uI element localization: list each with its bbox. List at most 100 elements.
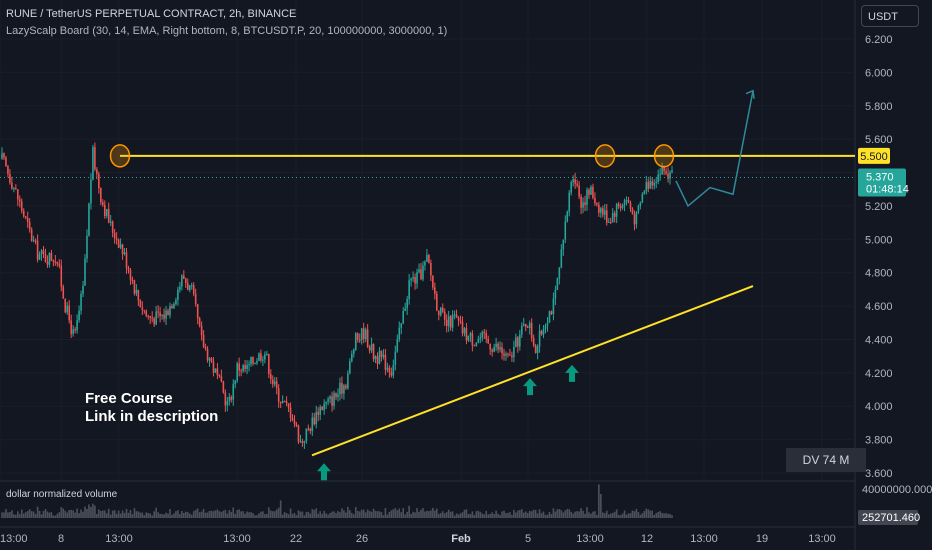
volume-bar (362, 509, 365, 518)
volume-bar (615, 509, 618, 518)
volume-bar (147, 513, 150, 518)
candle-body (647, 182, 650, 189)
volume-bar (406, 511, 408, 518)
candle-body (266, 354, 268, 356)
candle-body (669, 172, 671, 179)
candle-body (15, 188, 17, 190)
volume-bar (469, 513, 472, 518)
candle-body (68, 305, 70, 321)
last-price-tag (858, 168, 906, 197)
volume-bar (459, 513, 462, 518)
volume-bar (633, 511, 636, 518)
candle-body (420, 269, 422, 280)
x-tick-label: 13:00 (0, 533, 28, 545)
candle-body (113, 232, 116, 239)
volume-bar (511, 514, 513, 518)
candle-body (220, 376, 223, 382)
candle-body (351, 353, 353, 362)
volume-bar (503, 510, 505, 518)
candle-body (503, 353, 505, 356)
candle-body (238, 363, 240, 371)
volume-bar (392, 509, 395, 518)
volume-bar (15, 514, 17, 518)
candle-body (499, 347, 501, 350)
volume-bar (181, 510, 183, 518)
volume-pane-title: dollar normalized volume (6, 489, 118, 500)
volume-bar (311, 509, 314, 518)
volume-bar (463, 509, 466, 518)
volume-bar (13, 514, 15, 518)
candle-body (311, 417, 314, 432)
volume-bar (64, 510, 67, 518)
candle-body (210, 358, 213, 362)
volume-bar (84, 506, 86, 518)
volume-bar (519, 510, 521, 518)
candle-body (481, 331, 484, 338)
volume-bar (372, 508, 375, 518)
candle-body (291, 417, 294, 421)
candle-body (18, 199, 21, 202)
candle-body (432, 275, 434, 288)
candle-body (491, 349, 493, 352)
volume-bar (24, 512, 27, 518)
x-tick-label: 26 (356, 533, 368, 545)
candle-body (297, 425, 300, 442)
volume-bar (665, 513, 667, 518)
candle-body (619, 206, 622, 208)
candle-body (434, 287, 436, 294)
volume-bar (66, 512, 69, 518)
volume-bar (133, 508, 136, 518)
resistance-touch-circle (109, 144, 131, 168)
volume-bar (534, 509, 537, 518)
volume-bar (72, 510, 74, 518)
volume-bar (90, 506, 92, 518)
y-tick-label: 3.600 (865, 468, 893, 480)
candle-body (76, 320, 78, 331)
volume-bar (17, 511, 19, 518)
x-tick-label: 8 (58, 533, 64, 545)
candle-body (600, 208, 602, 213)
volume-bar (34, 514, 37, 518)
candle-body (406, 299, 408, 309)
candle-body (645, 182, 648, 192)
candle-body (671, 170, 673, 173)
candle-body (84, 258, 86, 286)
indicator-label[interactable]: LazyScalp Board (30, 14, EMA, Right bott… (6, 25, 448, 37)
candle-body (536, 346, 539, 353)
x-tick-label: 13:00 (223, 533, 251, 545)
projection-path (675, 90, 754, 208)
candle-body (520, 325, 523, 335)
annotation-line-1: Free Course (85, 390, 173, 407)
candle-body (447, 316, 450, 327)
volume-bar (578, 511, 580, 518)
candle-body (552, 298, 555, 315)
volume-bar (250, 512, 252, 518)
volume-bar (609, 513, 612, 518)
candle-body (72, 329, 74, 334)
volume-bar (495, 510, 497, 518)
volume-bar (139, 512, 142, 518)
candle-body (436, 293, 438, 311)
candle-body (7, 166, 9, 174)
volume-bar (556, 509, 559, 518)
volume-bar (268, 507, 270, 518)
volume-bar (317, 513, 320, 518)
candle-body (558, 267, 561, 279)
candle-body (659, 174, 661, 176)
candle-body (153, 318, 155, 325)
volume-bar (190, 514, 193, 518)
volume-bar (538, 509, 541, 518)
candle-body (358, 339, 361, 341)
volume-bar (625, 514, 628, 518)
candle-body (52, 260, 55, 262)
candle-body (471, 333, 474, 346)
x-tick-label: 13:00 (576, 533, 604, 545)
candle-body (38, 254, 41, 260)
volume-bar (248, 512, 250, 518)
volume-bar (485, 510, 488, 518)
volume-bar (42, 511, 45, 518)
currency-button[interactable]: USDT (861, 5, 919, 27)
volume-bar (671, 515, 673, 518)
volume-bar (269, 510, 272, 518)
